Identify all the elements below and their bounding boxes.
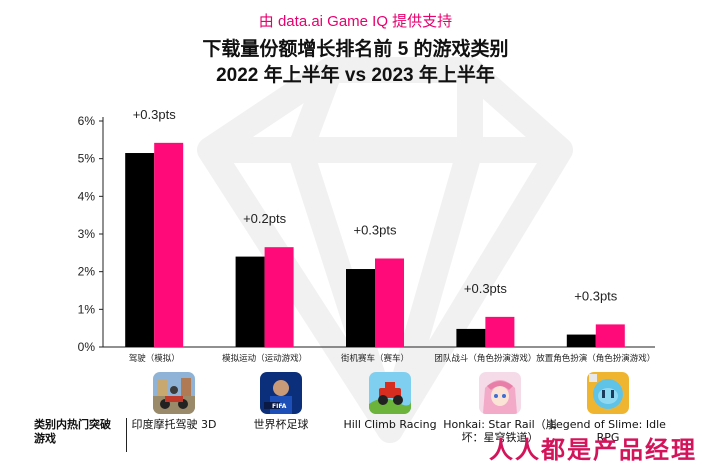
- bar-chart: 0% 1% 2% 3% 4% 5% 6% +0.3pts 驾驶（模拟） +0.2pts 模拟运动（运…: [0, 0, 711, 372]
- bar-2023: [375, 258, 404, 347]
- games-row-label: 类别内热门突破游戏: [34, 418, 120, 446]
- x-tick-label: 放置角色扮演（角色扮演游戏）: [536, 353, 655, 364]
- slime-game-icon: [587, 372, 629, 414]
- y-tick-label: 0%: [78, 340, 96, 354]
- y-tick-label: 4%: [78, 189, 96, 203]
- x-tick-label: 团队战斗（角色扮演游戏）: [434, 353, 536, 364]
- delta-annotation: +0.3pts: [464, 281, 508, 296]
- game-item-2: FIFA 世界杯足球: [226, 372, 336, 431]
- y-tick-label: 3%: [78, 227, 96, 241]
- game-name: Hill Climb Racing: [335, 418, 445, 431]
- bar-2023: [265, 247, 294, 347]
- bar-2022: [125, 153, 154, 347]
- delta-annotation: +0.3pts: [133, 107, 177, 122]
- y-tick-label: 2%: [78, 265, 96, 279]
- bar-2022: [456, 329, 485, 347]
- svg-text:FIFA: FIFA: [272, 403, 287, 410]
- y-tick-label: 1%: [78, 302, 96, 316]
- bar-2022: [567, 335, 596, 347]
- x-tick-label: 驾驶（模拟）: [129, 353, 180, 364]
- delta-annotation: +0.2pts: [243, 211, 287, 226]
- hill-climb-game-icon: [369, 372, 411, 414]
- x-tick-label: 街机赛车（赛车）: [341, 353, 409, 364]
- bar-2023: [154, 143, 183, 347]
- game-name: 印度摩托驾驶 3D: [119, 418, 229, 431]
- bar-2022: [346, 269, 375, 347]
- game-item-3: Hill Climb Racing: [335, 372, 445, 431]
- bar-2023: [596, 324, 625, 347]
- game-name: 世界杯足球: [226, 418, 336, 431]
- motorbike-game-icon: [153, 372, 195, 414]
- y-tick-label: 5%: [78, 152, 96, 166]
- delta-annotation: +0.3pts: [574, 288, 618, 303]
- bar-2022: [236, 257, 265, 347]
- y-tick-label: 6%: [78, 114, 96, 128]
- bar-2023: [485, 317, 514, 347]
- x-tick-label: 模拟运动（运动游戏）: [222, 353, 307, 364]
- delta-annotation: +0.3pts: [353, 222, 397, 237]
- fifa-game-icon: FIFA: [260, 372, 302, 414]
- publisher-watermark-logo: 人人都是产品经理: [489, 430, 697, 465]
- honkai-game-icon: [479, 372, 521, 414]
- game-item-1: 印度摩托驾驶 3D: [119, 372, 229, 431]
